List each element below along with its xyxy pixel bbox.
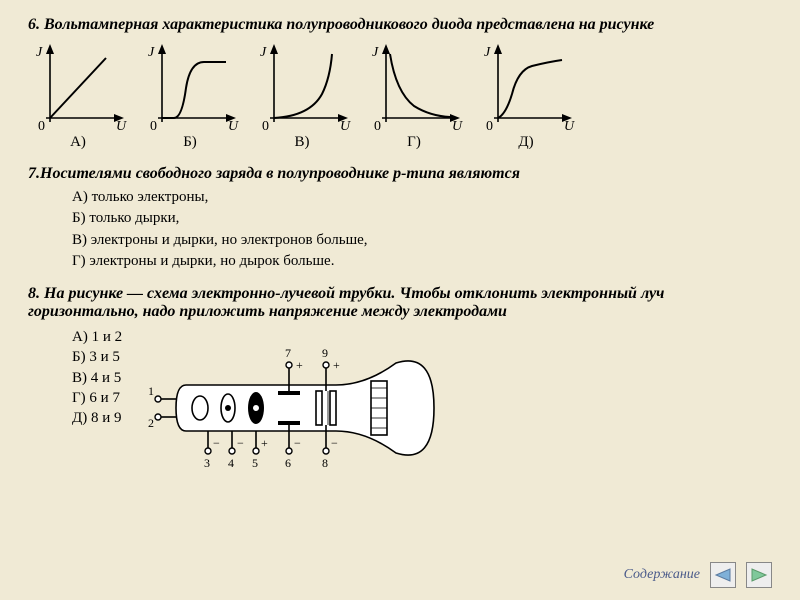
- svg-text:2: 2: [148, 416, 154, 430]
- q7-options: А) только электроны, Б) только дырки, В)…: [72, 187, 772, 271]
- q7-option-a: А) только электроны,: [72, 187, 772, 207]
- svg-text:J: J: [148, 45, 155, 60]
- svg-text:0: 0: [486, 119, 493, 132]
- q8-option-a: А) 1 и 2: [72, 327, 122, 347]
- svg-text:9: 9: [322, 346, 328, 360]
- graph-a: J U 0 А): [28, 40, 128, 151]
- q7-option-c: В) электроны и дырки, но электронов боль…: [72, 230, 772, 250]
- graph-a-label: А): [28, 134, 128, 151]
- svg-text:4: 4: [228, 456, 234, 470]
- q8-option-d: Г) 6 и 7: [72, 388, 122, 408]
- graph-b-label: Б): [140, 134, 240, 151]
- prev-button[interactable]: [710, 562, 736, 588]
- graph-d: J U 0 Г): [364, 40, 464, 151]
- svg-text:J: J: [484, 45, 491, 60]
- origin-label: 0: [38, 119, 45, 132]
- svg-text:U: U: [340, 119, 351, 132]
- q6-text: 6. Вольтамперная характеристика полупров…: [28, 16, 772, 34]
- svg-text:8: 8: [322, 456, 328, 470]
- graph-e: J U 0 Д): [476, 40, 576, 151]
- graph-b: J U 0 Б): [140, 40, 240, 151]
- q8-option-e: Д) 8 и 9: [72, 408, 122, 428]
- q7-option-d: Г) электроны и дырки, но дырок больше.: [72, 251, 772, 271]
- svg-text:3: 3: [204, 456, 210, 470]
- q7-text: 7.Носителями свободного заряда в полупро…: [28, 165, 772, 183]
- svg-text:J: J: [372, 45, 379, 60]
- svg-text:7: 7: [285, 346, 291, 360]
- svg-text:+: +: [333, 358, 340, 372]
- graph-d-label: Г): [364, 134, 464, 151]
- svg-text:0: 0: [150, 119, 157, 132]
- contents-link[interactable]: Содержание: [624, 567, 700, 582]
- triangle-right-icon: [750, 568, 768, 582]
- svg-text:−: −: [331, 436, 338, 450]
- svg-text:5: 5: [252, 456, 258, 470]
- q8-option-b: Б) 3 и 5: [72, 347, 122, 367]
- axis-y-label: J: [36, 45, 43, 60]
- q7-option-b: Б) только дырки,: [72, 208, 772, 228]
- svg-text:U: U: [452, 119, 463, 132]
- q8-options: А) 1 и 2 Б) 3 и 5 В) 4 и 5 Г) 6 и 7 Д) 8…: [72, 327, 122, 428]
- axis-x-label: U: [116, 119, 127, 132]
- svg-text:−: −: [237, 436, 244, 450]
- svg-text:0: 0: [262, 119, 269, 132]
- svg-text:−: −: [213, 436, 220, 450]
- svg-text:+: +: [261, 436, 268, 450]
- svg-text:U: U: [228, 119, 239, 132]
- crt-diagram: 7 + 9 + 1 2 3 − 4 − 5 +: [146, 343, 446, 478]
- q6-graphs: J U 0 А) J U 0 Б) J U 0: [28, 40, 772, 151]
- svg-text:1: 1: [148, 384, 154, 398]
- svg-text:6: 6: [285, 456, 291, 470]
- graph-e-label: Д): [476, 134, 576, 151]
- graph-c: J U 0 В): [252, 40, 352, 151]
- svg-text:+: +: [296, 358, 303, 372]
- svg-text:0: 0: [374, 119, 381, 132]
- graph-c-label: В): [252, 134, 352, 151]
- svg-text:−: −: [294, 436, 301, 450]
- svg-text:J: J: [260, 45, 267, 60]
- next-button[interactable]: [746, 562, 772, 588]
- q8-option-c: В) 4 и 5: [72, 368, 122, 388]
- q8-text: 8. На рисунке — схема электронно-лучевой…: [28, 285, 772, 321]
- svg-text:U: U: [564, 119, 575, 132]
- triangle-left-icon: [714, 568, 732, 582]
